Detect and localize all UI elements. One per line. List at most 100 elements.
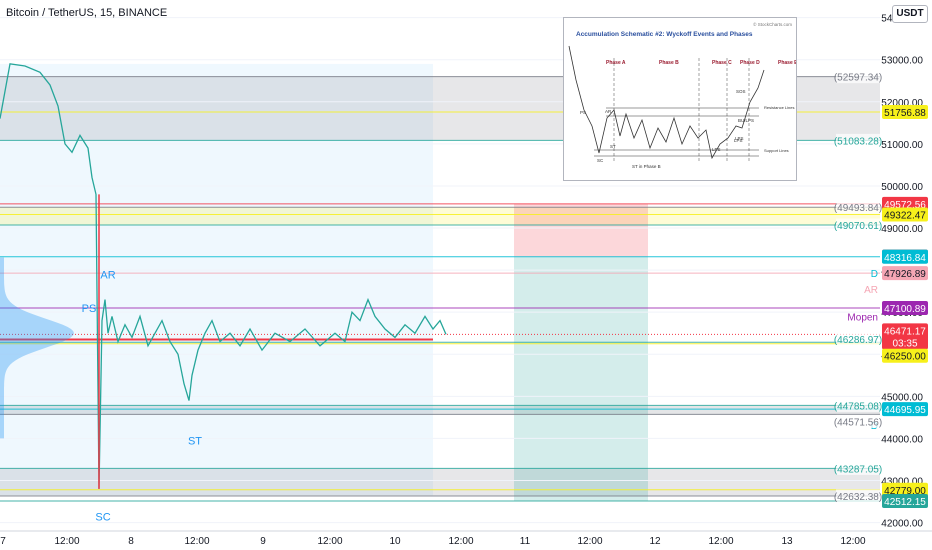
inset-event-label: AR [605, 109, 612, 114]
y-tick-label: 53000.00 [881, 56, 923, 67]
wyckoff-schematic-inset: © StockCharts.com Accumulation Schematic… [563, 17, 797, 181]
demand-zone [0, 468, 880, 496]
level-label: (49070.61) [834, 221, 882, 232]
inset-event-label: PS [580, 110, 586, 115]
level-label: (44785.08) [834, 401, 882, 412]
range-zone [0, 63, 433, 496]
x-tick-label: 7 [0, 536, 6, 547]
x-tick-label: 12:00 [317, 536, 342, 547]
price-tag: 46471.17 [884, 326, 926, 337]
level-label: (44571.56) [834, 417, 882, 428]
inset-line-label: Support Lines [764, 148, 789, 153]
price-tag: 42512.15 [884, 497, 926, 508]
price-tag: 47100.89 [884, 304, 926, 315]
y-tick-label: 52000.00 [881, 98, 923, 109]
x-tick-label: 12:00 [840, 536, 865, 547]
inset-event-label: SC [597, 158, 604, 163]
inset-phase-label: Phase C [712, 60, 732, 66]
price-tag: 44695.95 [884, 405, 926, 416]
level-label: (46286.97) [834, 335, 882, 346]
horizontal-levels [0, 76, 880, 502]
supply-zone [0, 207, 880, 226]
price-tag-bg [882, 266, 928, 281]
inset-price-path [568, 45, 765, 160]
inset-event-label: ST [610, 144, 616, 149]
right-label: D [871, 269, 878, 280]
inset-event-label: LPS [712, 147, 721, 152]
level-text-bg [836, 70, 880, 84]
x-tick-label: 12:00 [54, 536, 79, 547]
x-tick-label: 12:00 [448, 536, 473, 547]
take-profit-box [514, 256, 648, 502]
price-tag-bg [882, 300, 928, 315]
inset-phase-label: Phase B [659, 60, 679, 66]
price-tag-bg [882, 207, 928, 222]
price-tag: 47926.89 [884, 269, 926, 280]
x-tick-label: 12:00 [184, 536, 209, 547]
volume-profile [0, 257, 74, 439]
inset-title: Accumulation Schematic #2: Wyckoff Event… [576, 31, 753, 38]
y-tick-label: 51000.00 [881, 140, 923, 151]
inset-event-label: ST in Phase B [632, 164, 661, 169]
x-tick-label: 12:00 [708, 536, 733, 547]
level-label: (51083.28) [834, 136, 882, 147]
level-text-bg [836, 414, 880, 428]
y-tick-label: 50000.00 [881, 182, 923, 193]
inset-event-label: BU/LPS [738, 118, 754, 123]
price-tag: 51756.88 [884, 108, 926, 119]
x-tick-label: 12:00 [577, 536, 602, 547]
price-tag: 46250.00 [884, 352, 926, 363]
x-tick-label: 12 [649, 536, 661, 547]
x-tick-label: 9 [260, 536, 266, 547]
level-label: (49493.84) [834, 203, 882, 214]
x-tick-label: 11 [520, 536, 531, 547]
price-tag-bg [882, 348, 928, 363]
x-tick-label: 13 [781, 536, 793, 547]
y-tick-label: 49000.00 [881, 224, 923, 235]
y-tick-label: 44000.00 [881, 434, 923, 445]
inset-phase-label: Phase A [606, 60, 626, 66]
level-text-bg [836, 489, 880, 503]
y-tick-label: 42000.00 [881, 519, 923, 530]
price-tag-bg [882, 196, 928, 211]
level-text-bg [836, 332, 880, 346]
inset-phase-label: Phase E [778, 60, 796, 66]
level-text-bg [836, 133, 880, 147]
y-tick-label: 45000.00 [881, 392, 923, 403]
inset-diagram: Phase A Phase B Phase C Phase D Phase E PS AR S… [568, 45, 796, 169]
stop-loss-box [514, 203, 648, 257]
level-text-bg [836, 398, 880, 412]
right-label: AR [864, 285, 878, 296]
support-zone [0, 405, 880, 415]
price-tag-bg [882, 323, 928, 350]
price-tag-bg [882, 249, 928, 264]
level-text-bg [836, 218, 880, 232]
x-tick-label: 10 [389, 536, 401, 547]
currency-button[interactable]: USDT [892, 5, 928, 23]
inset-line-label: Resistance Lines [764, 105, 794, 110]
right-label: Mopen [847, 312, 878, 323]
annotation-st: ST [188, 436, 202, 448]
y-tick-label: 43000.00 [881, 477, 923, 488]
price-tag-bg [882, 482, 928, 497]
inset-event-label: LPS [735, 136, 744, 141]
price-series [0, 63, 447, 489]
level-label: (43287.05) [834, 464, 882, 475]
price-tags: (52597.34)51756.88(51083.28)(49493.84) 49… [834, 70, 928, 509]
price-tag-bg [882, 494, 928, 509]
price-line [0, 63, 447, 489]
annotation-ar: AR [100, 269, 115, 281]
price-tag-bg [882, 105, 928, 120]
price-tag: 49572.56 [884, 200, 926, 211]
inset-event-label: LPS [734, 138, 743, 143]
price-tag: 42779.00 [884, 486, 926, 497]
price-tag: 48316.84 [884, 253, 926, 264]
price-tag: 49322.47 [884, 210, 926, 221]
symbol-title: Bitcoin / TetherUS, 15, BINANCE [6, 7, 168, 19]
level-label: (42632.38) [834, 492, 882, 503]
x-tick-label: 8 [128, 536, 134, 547]
price-tag-bg [882, 402, 928, 417]
annotation-sc: SC [95, 511, 110, 523]
annotation-ps: PS [82, 303, 97, 315]
inset-source: © StockCharts.com [753, 22, 792, 27]
